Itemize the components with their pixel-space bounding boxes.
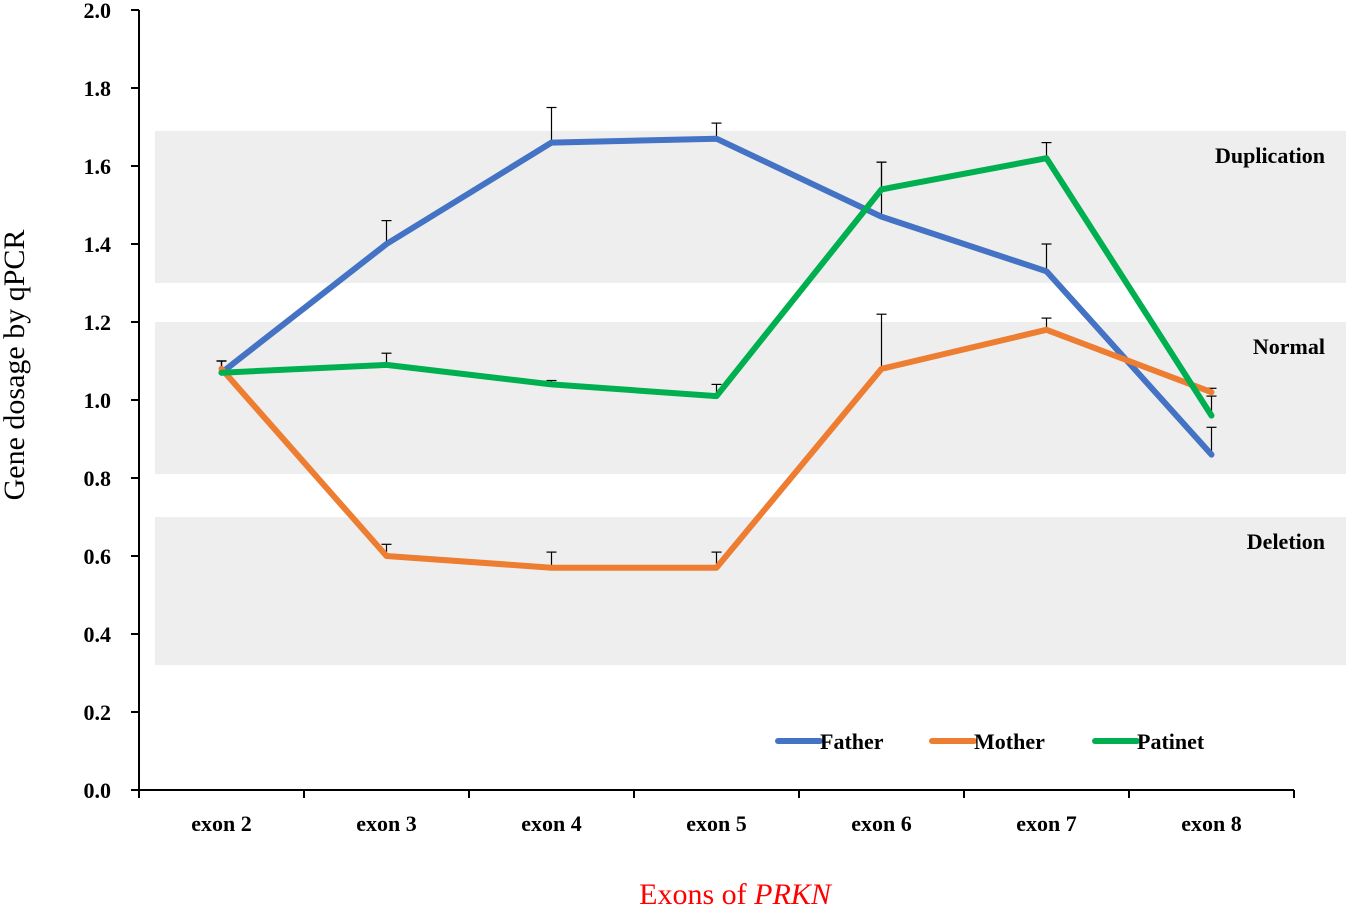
y-tick-label: 0.6 — [84, 544, 112, 569]
band-label-duplication: Duplication — [1215, 143, 1325, 168]
legend-label-father: Father — [820, 729, 884, 754]
y-tick-label: 0.4 — [84, 622, 112, 647]
y-tick-label: 1.4 — [84, 232, 112, 257]
x-tick-label: exon 6 — [851, 811, 912, 836]
y-tick-label: 0.8 — [84, 466, 112, 491]
x-tick-label: exon 5 — [686, 811, 747, 836]
y-tick-label: 2.0 — [84, 0, 112, 23]
band-normal — [155, 322, 1346, 475]
legend-label-mother: Mother — [974, 729, 1045, 754]
y-tick-label: 0.2 — [84, 700, 112, 725]
x-axis-title: Exons of PRKN — [639, 878, 833, 906]
x-tick-label: exon 7 — [1016, 811, 1077, 836]
x-axis-title-prefix: Exons of — [639, 878, 754, 906]
x-tick-label: exon 2 — [191, 811, 252, 836]
band-label-normal: Normal — [1253, 334, 1325, 359]
y-tick-label: 0.0 — [84, 778, 112, 803]
y-tick-label: 1.8 — [84, 76, 112, 101]
y-axis-title: Gene dosage by qPCR — [0, 230, 31, 501]
x-tick-label: exon 4 — [521, 811, 582, 836]
x-axis-title-gene: PRKN — [753, 878, 833, 906]
band-label-deletion: Deletion — [1247, 529, 1325, 554]
y-tick-label: 1.2 — [84, 310, 112, 335]
series-line-father — [218, 135, 1215, 458]
x-tick-label: exon 3 — [356, 811, 417, 836]
series-line-patinet — [218, 155, 1215, 419]
legend-label-patinet: Patinet — [1137, 729, 1205, 754]
series-line-mother — [218, 326, 1215, 571]
band-deletion — [155, 517, 1346, 666]
x-tick-label: exon 8 — [1181, 811, 1242, 836]
y-tick-label: 1.0 — [84, 388, 112, 413]
y-tick-label: 1.6 — [84, 154, 112, 179]
legend: Father Mother Patinet — [775, 729, 1205, 754]
